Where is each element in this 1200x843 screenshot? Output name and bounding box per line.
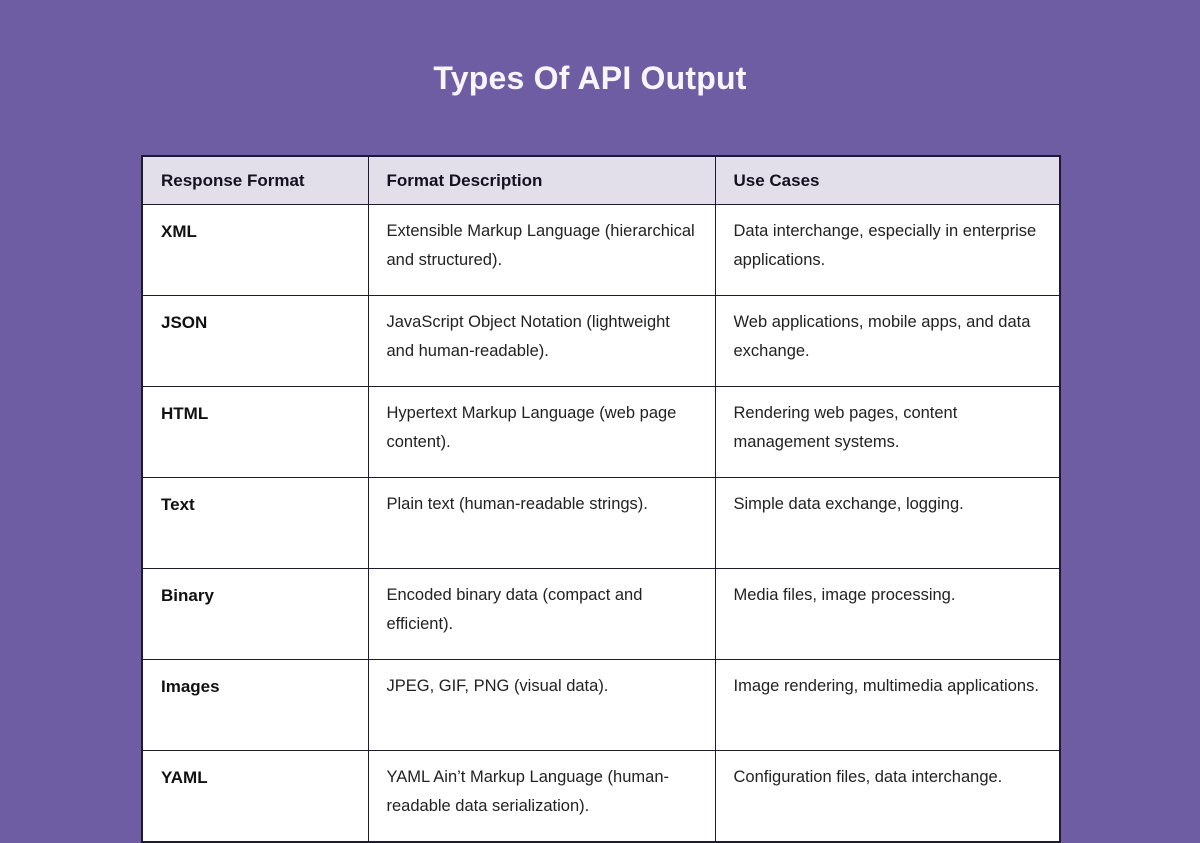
- cell-format: YAML: [141, 750, 369, 843]
- table-body: XML Extensible Markup Language (hierarch…: [141, 204, 1061, 843]
- cell-format: Images: [141, 659, 369, 751]
- cell-description: Encoded binary data (compact and efficie…: [367, 568, 716, 660]
- cell-format: JSON: [141, 295, 369, 387]
- table-header: Response Format Format Description Use C…: [141, 155, 1061, 205]
- table-row: HTML Hypertext Markup Language (web page…: [141, 386, 1061, 478]
- cell-description: Extensible Markup Language (hierarchical…: [367, 204, 716, 296]
- column-header-format-description: Format Description: [367, 155, 716, 205]
- cell-format: XML: [141, 204, 369, 296]
- column-header-use-cases: Use Cases: [714, 155, 1061, 205]
- table-row: XML Extensible Markup Language (hierarch…: [141, 204, 1061, 296]
- api-output-table-container: Response Format Format Description Use C…: [141, 155, 1061, 843]
- cell-format: HTML: [141, 386, 369, 478]
- table-row: JSON JavaScript Object Notation (lightwe…: [141, 295, 1061, 387]
- cell-format: Text: [141, 477, 369, 569]
- cell-use-cases: Rendering web pages, content management …: [714, 386, 1061, 478]
- cell-use-cases: Image rendering, multimedia applications…: [714, 659, 1061, 751]
- cell-use-cases: Data interchange, especially in enterpri…: [714, 204, 1061, 296]
- cell-description: JavaScript Object Notation (lightweight …: [367, 295, 716, 387]
- table-row: YAML YAML Ain’t Markup Language (human-r…: [141, 750, 1061, 843]
- cell-description: Plain text (human-readable strings).: [367, 477, 716, 569]
- cell-use-cases: Media files, image processing.: [714, 568, 1061, 660]
- column-header-response-format: Response Format: [141, 155, 369, 205]
- cell-use-cases: Web applications, mobile apps, and data …: [714, 295, 1061, 387]
- cell-use-cases: Configuration files, data interchange.: [714, 750, 1061, 843]
- cell-use-cases: Simple data exchange, logging.: [714, 477, 1061, 569]
- table-row: Binary Encoded binary data (compact and …: [141, 568, 1061, 660]
- cell-description: YAML Ain’t Markup Language (human-readab…: [367, 750, 716, 843]
- header-row: Response Format Format Description Use C…: [141, 155, 1061, 205]
- table-row: Images JPEG, GIF, PNG (visual data). Ima…: [141, 659, 1061, 751]
- cell-description: JPEG, GIF, PNG (visual data).: [367, 659, 716, 751]
- page-title: Types Of API Output: [433, 60, 747, 96]
- api-output-table: Response Format Format Description Use C…: [141, 155, 1061, 843]
- cell-description: Hypertext Markup Language (web page cont…: [367, 386, 716, 478]
- table-row: Text Plain text (human-readable strings)…: [141, 477, 1061, 569]
- cell-format: Binary: [141, 568, 369, 660]
